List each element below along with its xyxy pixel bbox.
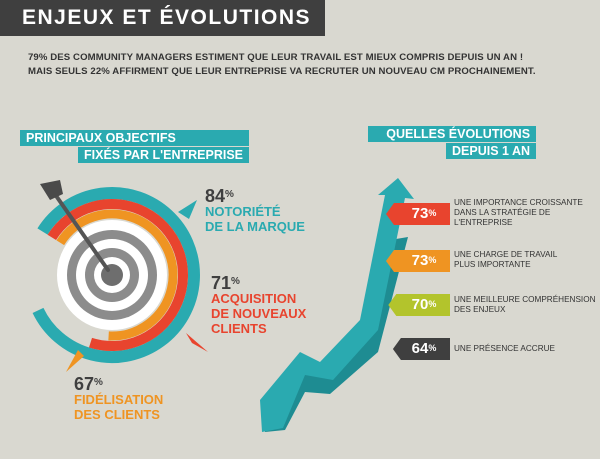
label-acquisition-line-3: CLIENTS [211,321,267,336]
evo-text-comprehension-line-2: DES ENJEUX [454,305,506,314]
arrow-body [260,178,414,432]
evo-value-importance: 73% [411,205,437,222]
evo-text-importance-line-3: L'ENTREPRISE [454,218,513,227]
evo-value-charge: 73% [411,252,437,269]
value-acquisition: 71 [211,273,232,293]
evo-bar-2 [388,294,450,316]
label-acquisition-line-1: ACQUISITION [211,291,297,306]
ring-acquisition [47,199,188,352]
evo-text-comprehension-line-1: UNE MEILLEURE COMPRÉHENSION [454,295,596,304]
label-notoriete-line-1: NOTORIÉTÉ [205,204,281,219]
evo-text-comprehension: UNE MEILLEURE COMPRÉHENSION DES ENJEUX [454,295,596,315]
evo-text-charge-line-1: UNE CHARGE DE TRAVAIL [454,250,558,259]
evolution-arrow [260,178,414,432]
intro-line-1: 79% DES COMMUNITY MANAGERS ESTIMENT QUE … [28,52,524,63]
label-notoriete-line-2: DE LA MARQUE [205,219,305,234]
pointer-acquisition [186,333,208,352]
evolutions-title-line-2: DEPUIS 1 AN [446,143,537,159]
dart-shaft [50,188,110,272]
value-fidelisation: 67 [74,374,95,394]
evo-value-presence: 64% [411,340,437,357]
evolutions-title: QUELLES ÉVOLUTIONS DEPUIS 1 AN [368,126,537,159]
dart-feather [40,180,63,200]
evolution-bars [386,203,450,360]
ring-fidelisation [56,209,178,341]
label-fidelisation: 67% FIDÉLISATION DES CLIENTS [74,374,164,422]
evo-value-presence-num: 64 [411,340,429,357]
evo-bar-3 [392,338,450,360]
intro-text: 79% DES COMMUNITY MANAGERS ESTIMENT QUE … [28,51,588,79]
evo-text-presence: UNE PRÉSENCE ACCRUE [454,344,555,354]
target-chart [32,180,208,372]
label-fidelisation-line-1: FIDÉLISATION [74,392,164,407]
evo-text-importance-line-1: UNE IMPORTANCE CROISSANTE [454,198,583,207]
evo-bar-0 [386,203,450,225]
ring-notoriete [32,187,200,363]
intro-line-2: MAIS SEULS 22% AFFIRMENT QUE LEUR ENTREP… [28,66,536,77]
evo-value-comprehension-num: 70 [411,296,429,313]
evo-bar-1 [386,250,450,272]
label-acquisition: 71% ACQUISITION DE NOUVEAUX CLIENTS [211,273,307,336]
evo-text-charge-line-2: PLUS IMPORTANTE [454,260,531,269]
value-notoriete: 84 [205,186,226,206]
page-title: ENJEUX ET ÉVOLUTIONS [0,0,326,36]
objectives-title-line-1: PRINCIPAUX OBJECTIFS [20,130,250,146]
objectives-title: PRINCIPAUX OBJECTIFS FIXÉS PAR L'ENTREPR… [20,130,250,163]
label-acquisition-line-2: DE NOUVEAUX [211,306,307,321]
evo-value-comprehension: 70% [411,296,437,313]
objectives-title-line-2: FIXÉS PAR L'ENTREPRISE [78,147,250,163]
evo-text-importance: UNE IMPORTANCE CROISSANTE DANS LA STRATÉ… [454,198,583,228]
label-fidelisation-line-2: DES CLIENTS [74,407,160,422]
pointer-fidelisation [66,350,84,372]
evo-text-charge: UNE CHARGE DE TRAVAIL PLUS IMPORTANTE [454,250,557,270]
evo-text-importance-line-2: DANS LA STRATÉGIE DE [454,208,551,217]
evo-value-charge-num: 73 [411,252,429,269]
label-notoriete: 84% NOTORIÉTÉ DE LA MARQUE [205,186,305,234]
evo-text-presence-line-1: UNE PRÉSENCE ACCRUE [454,344,555,353]
evolutions-title-line-1: QUELLES ÉVOLUTIONS [368,126,537,142]
evo-value-importance-num: 73 [411,205,429,222]
pointer-notoriete [178,200,197,219]
